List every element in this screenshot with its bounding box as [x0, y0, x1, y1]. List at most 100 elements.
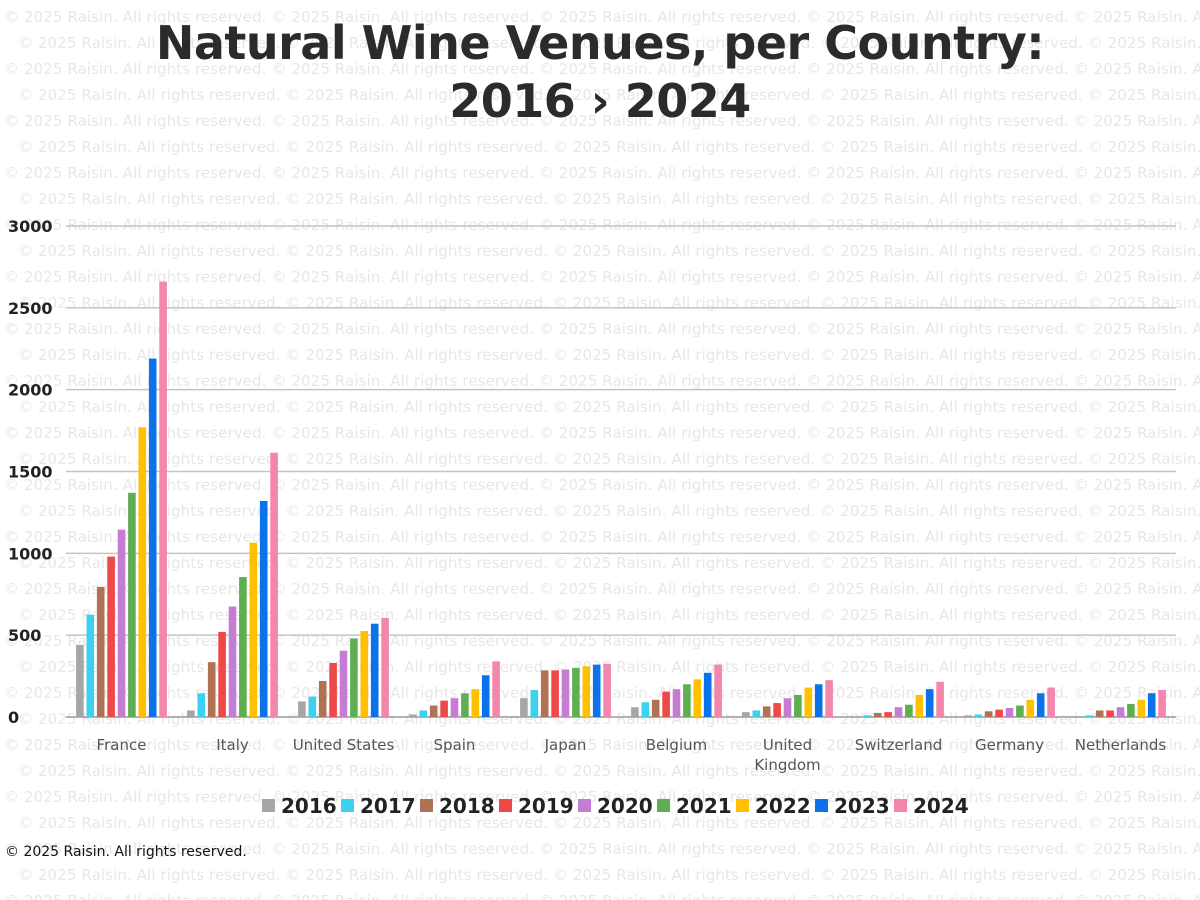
- legend-swatch: [894, 799, 907, 812]
- bar: [329, 662, 337, 717]
- bar: [1005, 707, 1014, 717]
- bar: [894, 707, 903, 717]
- category-label: France: [97, 736, 147, 754]
- bar: [492, 661, 500, 717]
- bar: [107, 556, 115, 717]
- y-tick-label: 500: [8, 626, 41, 645]
- bar: [148, 358, 157, 717]
- bar: [884, 712, 892, 717]
- bar: [693, 679, 702, 717]
- bar: [651, 699, 660, 717]
- bar: [187, 710, 195, 717]
- legend-label: 2019: [518, 794, 574, 818]
- legend: 2016 2017 2018 2019 2020 2021 2022 2023 2024: [262, 794, 969, 818]
- category-label: Italy: [216, 736, 249, 754]
- legend-swatch: [815, 799, 828, 812]
- bar: [440, 700, 448, 717]
- bar: [915, 694, 924, 717]
- legend-swatch: [341, 799, 354, 812]
- bar: [481, 675, 490, 717]
- bar: [592, 664, 601, 717]
- bar: [228, 606, 237, 717]
- category-label: Belgium: [646, 736, 708, 754]
- bar: [662, 691, 670, 717]
- bar: [984, 711, 993, 717]
- y-tick-label: 2000: [8, 381, 53, 400]
- legend-swatch: [499, 799, 512, 812]
- legend-swatch: [578, 799, 591, 812]
- legend-label: 2023: [834, 794, 890, 818]
- bar: [76, 644, 84, 717]
- bar: [742, 712, 750, 717]
- category-label: Netherlands: [1075, 736, 1167, 754]
- bar: [409, 714, 417, 717]
- bar: [197, 693, 206, 717]
- legend-label: 2020: [597, 794, 653, 818]
- y-tick-label: 0: [8, 708, 19, 727]
- bar: [96, 586, 105, 717]
- chart-title-line-2: 2016 › 2024: [449, 74, 751, 128]
- bar: [270, 452, 278, 717]
- bar: [752, 710, 761, 717]
- y-tick-label: 1000: [8, 544, 53, 563]
- bar: [259, 500, 268, 717]
- y-tick-label: 3000: [8, 217, 53, 236]
- bar: [1095, 710, 1104, 717]
- bar: [714, 664, 722, 717]
- category-label: Japan: [544, 736, 587, 754]
- bar: [703, 672, 712, 717]
- bar: [1016, 705, 1024, 717]
- bar: [419, 710, 428, 717]
- bar: [1127, 703, 1135, 717]
- bar: [964, 715, 972, 717]
- bar: [159, 281, 167, 717]
- bar: [350, 638, 358, 717]
- bar: [925, 689, 934, 717]
- legend-label: 2024: [913, 794, 969, 818]
- bar: [530, 689, 539, 717]
- bar: [672, 689, 681, 717]
- legend-label: 2016: [281, 794, 337, 818]
- bar: [794, 694, 802, 717]
- bar: [381, 617, 389, 717]
- category-label: Spain: [434, 736, 476, 754]
- bar: [825, 680, 833, 717]
- legend-swatch: [262, 799, 275, 812]
- bar: [117, 529, 126, 717]
- bar: [308, 696, 317, 717]
- legend-swatch: [657, 799, 670, 812]
- bar: [582, 666, 591, 717]
- category-label: Switzerland: [855, 736, 943, 754]
- legend-label: 2021: [676, 794, 732, 818]
- bar: [207, 662, 216, 717]
- bar: [461, 693, 469, 717]
- bar: [873, 712, 882, 717]
- legend-swatch: [736, 799, 749, 812]
- y-tick-label: 2500: [8, 299, 53, 318]
- bar: [603, 663, 611, 717]
- bar: [249, 542, 258, 717]
- bar: [762, 706, 771, 717]
- bar: [520, 698, 528, 717]
- bar: [1106, 710, 1114, 717]
- bar: [1116, 707, 1125, 717]
- bar: [471, 689, 480, 717]
- bar: [561, 669, 570, 717]
- bar: [1036, 693, 1045, 717]
- bar: [1158, 689, 1166, 717]
- bar: [863, 715, 872, 717]
- chart-title: Natural Wine Venues, per Country: 2016 ›…: [0, 14, 1200, 130]
- bar: [551, 670, 559, 717]
- legend-label: 2017: [360, 794, 416, 818]
- bar: [631, 707, 639, 717]
- bars: [76, 281, 1166, 717]
- bar: [1026, 699, 1035, 717]
- category-labels: France Italy United States Spain Japan Belgiu…: [97, 736, 1167, 774]
- bar: [853, 716, 861, 717]
- bar: [429, 705, 438, 717]
- bar: [1047, 687, 1055, 717]
- category-label: Germany: [975, 736, 1044, 754]
- bar: [974, 714, 983, 717]
- bar: [783, 698, 792, 717]
